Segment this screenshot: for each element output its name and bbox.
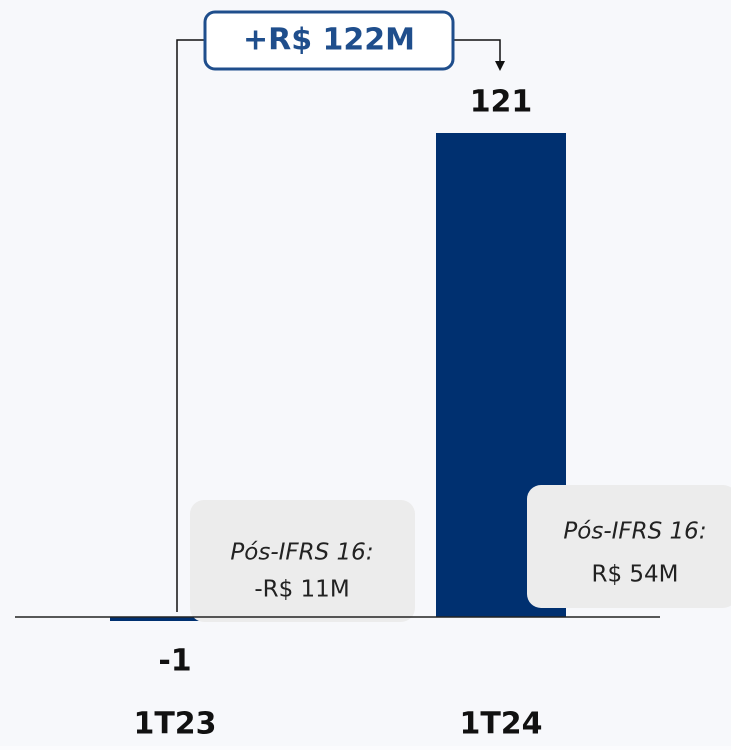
note-box [527, 485, 731, 608]
note-title: Pós-IFRS 16: [230, 540, 373, 566]
note-box [190, 500, 415, 622]
value-label: -1 [158, 644, 191, 679]
x-tick-label: 1T23 [133, 707, 216, 742]
note-value: -R$ 11M [254, 577, 349, 603]
note-value: R$ 54M [591, 562, 678, 588]
connector [176, 39, 205, 612]
bar [110, 617, 240, 621]
x-tick-label: 1T24 [459, 707, 542, 742]
connector-arrow [453, 39, 505, 71]
value-label: 121 [470, 85, 533, 120]
annotation: +R$ 122M [243, 23, 415, 58]
annotation-box [203, 10, 455, 71]
note-title: Pós-IFRS 16: [563, 519, 706, 545]
